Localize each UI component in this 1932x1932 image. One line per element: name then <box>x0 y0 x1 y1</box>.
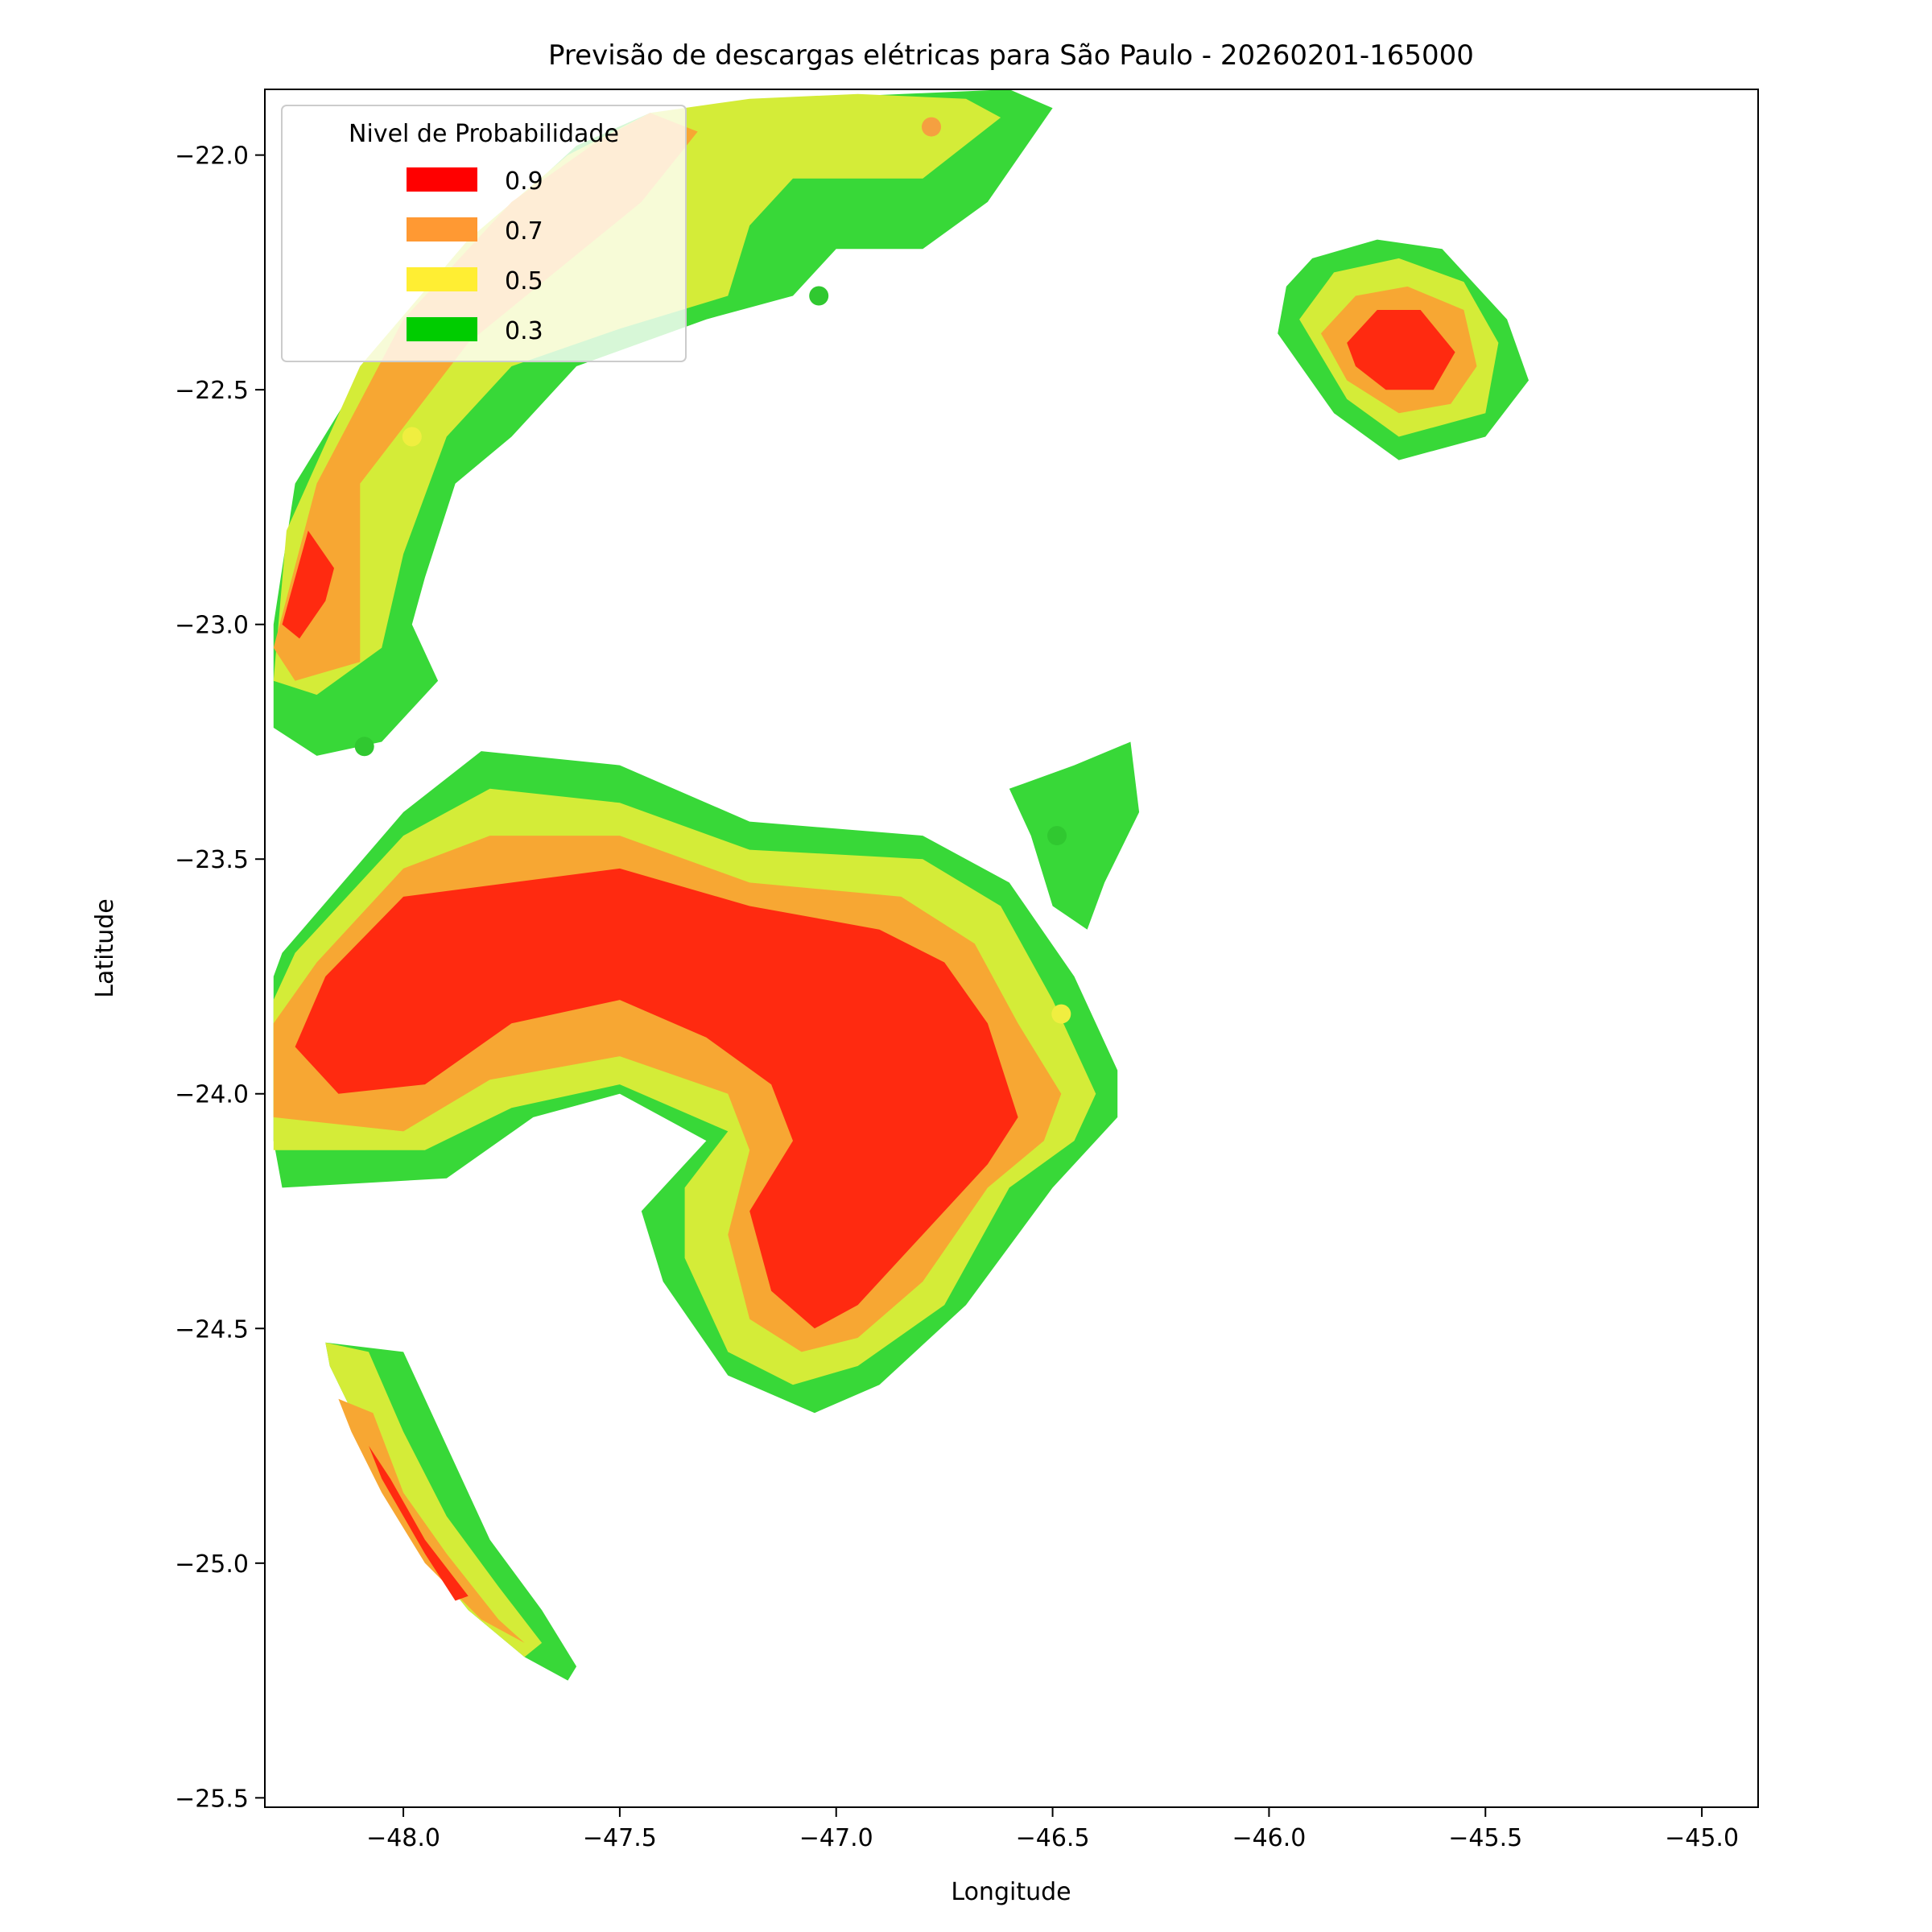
scatter-point-2 <box>402 427 422 447</box>
contour-region-central-hook-0.9 <box>295 868 1018 1329</box>
x-tick-label: −47.5 <box>583 1824 657 1852</box>
x-tick-label: −45.0 <box>1665 1824 1739 1852</box>
y-tick-label: −24.0 <box>175 1081 249 1109</box>
legend: Nivel de Probabilidade 0.9 0.7 0.5 0.3 <box>281 105 687 362</box>
scatter-points <box>354 117 1071 1024</box>
contour-regions <box>273 89 1529 1681</box>
legend-entry-label: 0.3 <box>505 317 543 345</box>
scatter-point-1 <box>809 286 829 306</box>
y-axis-label: Latitude <box>91 898 119 997</box>
contour-region-southwest-strip-0.5 <box>325 1342 543 1657</box>
legend-swatch <box>407 317 477 341</box>
x-axis-label: Longitude <box>951 1878 1071 1906</box>
contour-region-southwest-strip-0.7 <box>338 1398 525 1643</box>
legend-swatch <box>407 167 477 192</box>
legend-entry-label: 0.9 <box>505 167 543 196</box>
x-tick-label: −48.0 <box>366 1824 440 1852</box>
y-tick-label: −23.5 <box>175 846 249 874</box>
scatter-point-3 <box>354 737 374 757</box>
contour-region-southwest-strip-0.9 <box>369 1446 469 1601</box>
x-tick-label: −46.0 <box>1232 1824 1306 1852</box>
x-tick-label: −46.5 <box>1016 1824 1090 1852</box>
legend-entry-label: 0.7 <box>505 217 543 246</box>
scatter-point-4 <box>1047 826 1067 846</box>
x-tick-label: −47.0 <box>799 1824 873 1852</box>
y-tick-label: −23.0 <box>175 612 249 640</box>
x-tick-label: −45.5 <box>1448 1824 1522 1852</box>
contour-region-northeast-cell-0.9 <box>1347 310 1455 390</box>
contour-region-east-tail-0.3 <box>1009 741 1140 930</box>
y-tick-label: −25.0 <box>175 1550 249 1579</box>
chart-title: Previsão de descargas elétricas para São… <box>548 39 1474 72</box>
y-tick-label: −22.0 <box>175 142 249 171</box>
y-tick-label: −24.5 <box>175 1315 249 1344</box>
legend-entry-label: 0.5 <box>505 267 543 295</box>
plot-frame <box>264 89 1759 1808</box>
legend-swatch <box>407 267 477 291</box>
legend-swatch <box>407 217 477 242</box>
y-axis-ticks: −22.0 −22.5 −23.0 −23.5 −24.0 −24.5 −25.0 −25.5 <box>175 142 265 1813</box>
contour-region-north-arc-0.9 <box>282 530 334 639</box>
y-tick-label: −22.5 <box>175 377 249 405</box>
legend-entries: 0.9 0.7 0.5 0.3 <box>407 167 543 345</box>
y-tick-label: −25.5 <box>175 1785 249 1813</box>
legend-title: Nivel de Probabilidade <box>349 120 619 148</box>
scatter-point-5 <box>1051 1004 1071 1024</box>
x-axis-ticks: −48.0 −47.5 −47.0 −46.5 −46.0 −45.5 −45.0 <box>366 1807 1739 1852</box>
legend-box <box>281 105 687 362</box>
scatter-point-0 <box>922 117 941 137</box>
